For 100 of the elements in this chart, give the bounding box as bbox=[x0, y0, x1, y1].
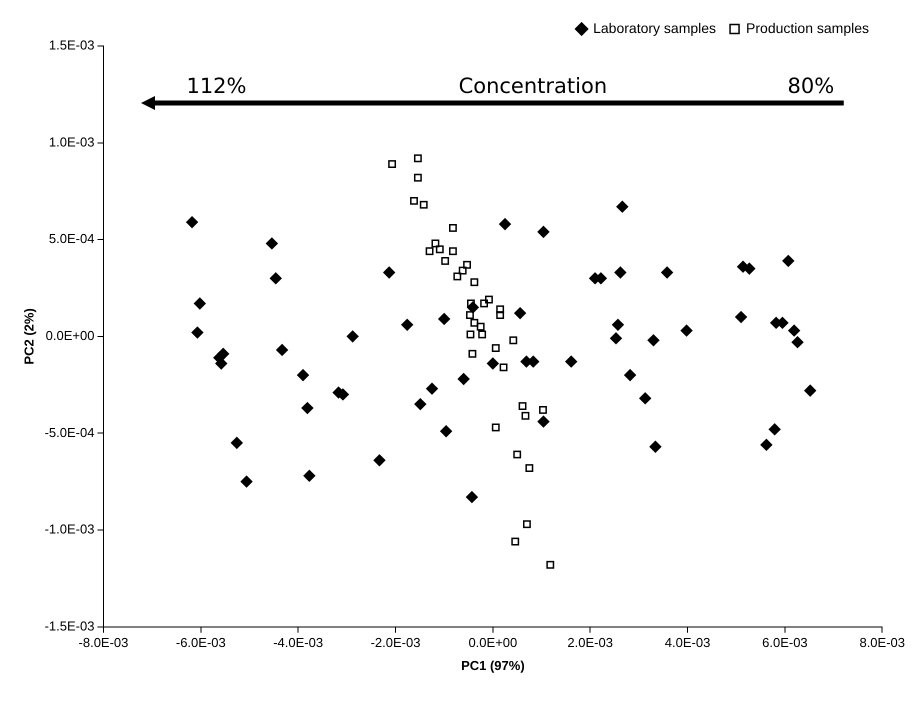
point bbox=[509, 336, 518, 344]
point bbox=[414, 398, 426, 410]
x-tick-label: 8.0E-03 bbox=[859, 635, 906, 650]
point bbox=[518, 402, 526, 410]
point bbox=[511, 538, 520, 546]
x-tick-label: -6.0E-03 bbox=[176, 635, 226, 650]
point bbox=[458, 266, 467, 275]
point bbox=[522, 520, 531, 528]
point bbox=[373, 454, 386, 466]
point bbox=[478, 330, 486, 338]
point bbox=[194, 297, 206, 310]
point bbox=[453, 272, 462, 280]
x-tick-label: 6.0E-03 bbox=[762, 635, 808, 650]
point bbox=[420, 200, 428, 209]
point bbox=[466, 330, 474, 338]
point bbox=[301, 402, 314, 414]
point bbox=[768, 423, 781, 436]
point bbox=[458, 372, 470, 385]
point bbox=[492, 423, 500, 432]
point bbox=[500, 363, 508, 372]
point bbox=[388, 160, 396, 168]
point bbox=[496, 305, 504, 314]
point bbox=[426, 382, 438, 395]
point bbox=[680, 324, 693, 337]
point bbox=[486, 358, 499, 370]
point bbox=[186, 216, 198, 228]
legend-label: Production samples bbox=[746, 20, 869, 36]
point bbox=[463, 260, 471, 269]
point bbox=[792, 336, 804, 348]
point bbox=[470, 318, 478, 327]
point bbox=[449, 247, 457, 256]
annotation: 80% bbox=[788, 74, 834, 98]
y-tick-label: 1.0E-03 bbox=[48, 134, 94, 150]
point bbox=[480, 300, 488, 308]
point bbox=[647, 334, 660, 346]
point bbox=[449, 224, 457, 232]
point bbox=[240, 476, 253, 488]
point bbox=[612, 318, 624, 331]
point bbox=[782, 254, 794, 267]
point bbox=[383, 266, 396, 279]
y-tick-label: -1.0E-03 bbox=[44, 522, 94, 537]
x-tick-label: 4.0E-03 bbox=[664, 635, 710, 650]
point bbox=[804, 384, 816, 397]
point bbox=[537, 416, 550, 428]
point bbox=[468, 350, 476, 358]
point bbox=[788, 324, 800, 337]
annotation: 112% bbox=[186, 74, 247, 98]
point bbox=[614, 266, 626, 279]
x-tick-label: -8.0E-03 bbox=[78, 635, 128, 650]
point bbox=[414, 174, 422, 182]
point bbox=[346, 330, 359, 342]
point bbox=[436, 245, 444, 254]
point bbox=[466, 311, 474, 320]
point bbox=[513, 450, 522, 458]
x-tick-label: -2.0E-03 bbox=[370, 635, 420, 650]
annotation: Concentration bbox=[458, 74, 608, 98]
point bbox=[440, 425, 452, 438]
point bbox=[522, 412, 530, 420]
point bbox=[639, 392, 652, 404]
point bbox=[466, 491, 478, 504]
point bbox=[401, 318, 414, 331]
y-tick-label: -1.5E-03 bbox=[44, 618, 94, 634]
point bbox=[191, 326, 204, 339]
point bbox=[438, 312, 450, 325]
x-tick-label: 0.0E+00 bbox=[468, 635, 518, 650]
point bbox=[441, 256, 450, 265]
point bbox=[565, 356, 578, 368]
point bbox=[661, 266, 674, 279]
point bbox=[431, 240, 440, 248]
x-tick-label: 2.0E-03 bbox=[567, 635, 613, 650]
point bbox=[230, 436, 243, 449]
point bbox=[470, 278, 478, 286]
point bbox=[546, 560, 554, 569]
point bbox=[297, 369, 310, 382]
legend-label: Laboratory samples bbox=[593, 20, 716, 36]
point bbox=[496, 311, 504, 320]
point bbox=[649, 440, 662, 453]
y-tick-label: 5.0E-04 bbox=[48, 231, 94, 246]
point bbox=[514, 307, 526, 320]
point bbox=[303, 470, 316, 482]
point bbox=[270, 272, 282, 284]
point bbox=[266, 237, 278, 250]
point bbox=[537, 226, 550, 238]
y-axis-title: PC2 (2%) bbox=[21, 308, 36, 365]
y-tick-label: -5.0E-04 bbox=[44, 424, 94, 440]
point bbox=[426, 247, 434, 256]
point bbox=[276, 344, 288, 356]
point bbox=[616, 200, 628, 213]
y-tick-label: 0.0E+00 bbox=[46, 328, 94, 343]
x-axis-title: PC1 (97%) bbox=[461, 658, 525, 673]
point bbox=[624, 369, 636, 382]
point bbox=[485, 296, 493, 304]
point bbox=[539, 406, 547, 414]
point bbox=[499, 218, 512, 230]
point bbox=[525, 464, 534, 472]
point bbox=[410, 196, 418, 205]
point bbox=[492, 344, 500, 352]
point bbox=[610, 332, 622, 344]
point bbox=[735, 311, 748, 324]
x-tick-label: -4.0E-03 bbox=[273, 635, 324, 650]
